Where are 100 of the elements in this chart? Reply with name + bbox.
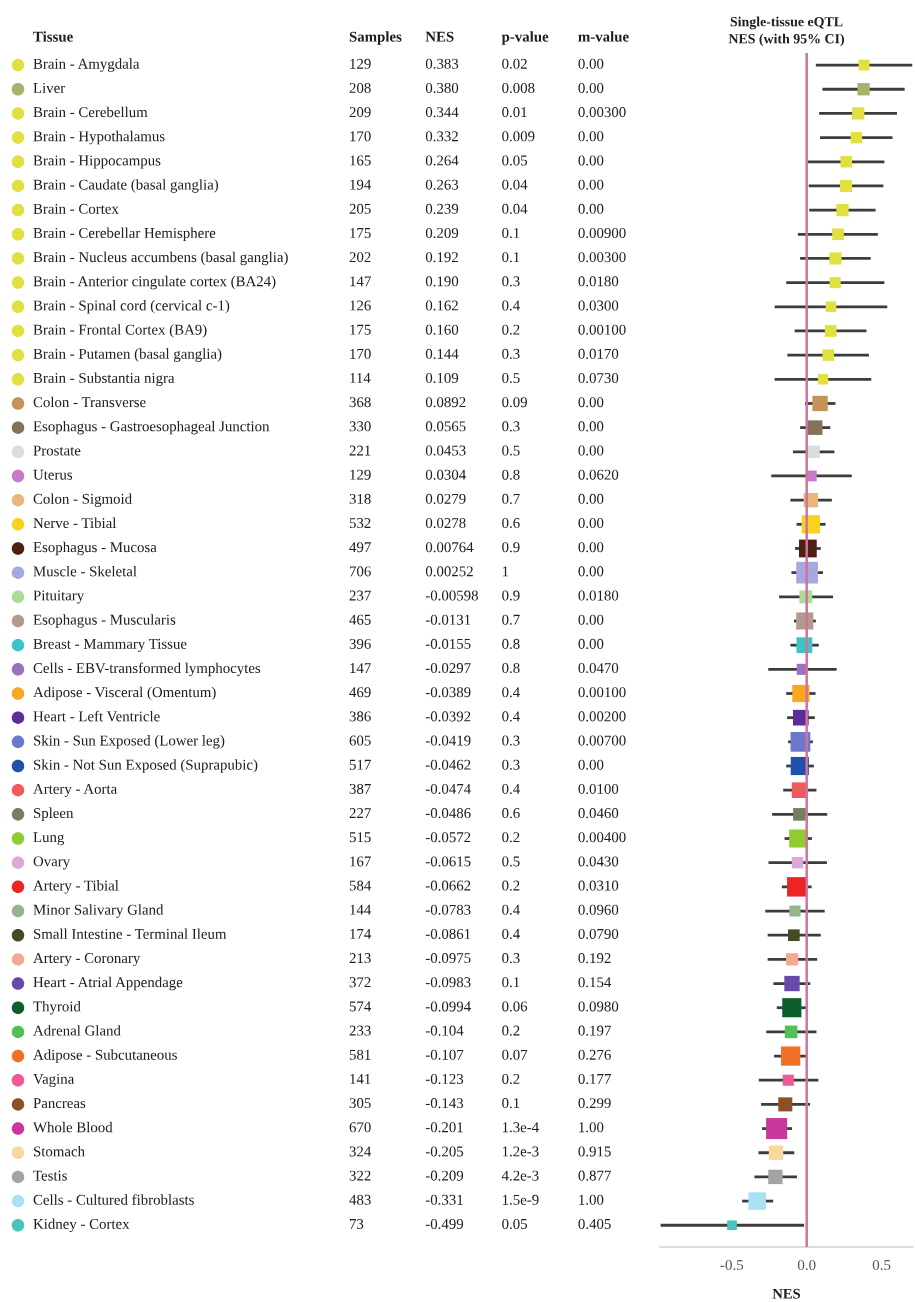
data-label: 0.8: [502, 638, 520, 649]
data-label: 0.6: [502, 518, 520, 529]
data-label: 0.344: [425, 107, 459, 118]
data-label: 0.0730: [578, 372, 619, 384]
data-label: 0.00: [578, 179, 604, 190]
data-label: 581: [349, 1049, 371, 1060]
y-tick-label: Breast - Mammary Tissue: [33, 638, 187, 652]
data-label: 0.263: [425, 179, 459, 190]
data-label: 0.0100: [578, 783, 619, 794]
data-label: 0.00300: [578, 252, 626, 263]
data-label: 175: [350, 324, 371, 335]
data-label: 386: [349, 711, 371, 722]
data-label: 0.3: [502, 276, 520, 287]
data-label: 0.276: [578, 1049, 611, 1060]
data-label: 141: [350, 1073, 371, 1084]
data-label: 0.04: [502, 203, 528, 214]
data-label: 202: [349, 252, 371, 263]
data-label: 0.7: [502, 614, 520, 625]
data-label: 227: [349, 808, 371, 818]
data-label: 0.190: [425, 276, 459, 287]
y-axis-title: Tissue: [33, 31, 73, 42]
data-label: 0.0565: [425, 421, 466, 432]
data-label: 165: [350, 155, 371, 166]
data-label: 4.2e-3: [501, 1170, 539, 1181]
data-label: 0.00: [578, 421, 604, 432]
data-label: -0.143: [425, 1098, 464, 1109]
data-label: -0.0462: [425, 759, 471, 770]
data-label: 396: [349, 638, 371, 649]
data-label: 0.00: [578, 566, 604, 577]
data-label: 1.2e-3: [502, 1146, 539, 1157]
data-label: -0.00598: [425, 590, 478, 601]
data-label: 0.0980: [578, 1001, 619, 1012]
data-label: -0.104: [425, 1025, 464, 1036]
data-label: 0.00: [578, 518, 604, 529]
data-label: -0.201: [425, 1122, 463, 1133]
data-label: 0.9: [502, 590, 520, 601]
data-label: 0.05: [502, 1218, 528, 1230]
data-label: -0.209: [425, 1170, 464, 1181]
data-label: 0.0180: [578, 590, 619, 601]
data-label: 0.00: [578, 82, 604, 94]
data-label: 0.0460: [578, 808, 619, 819]
y-tick-label: Adipose - Visceral (Omentum): [33, 686, 216, 701]
data-label: 0.0279: [425, 493, 466, 504]
x-tick-label: p-value: [501, 31, 549, 45]
data-label: 0.192: [578, 953, 611, 964]
data-label: 170: [350, 131, 371, 142]
y-tick-label: Brain - Anterior cingulate cortex (BA24): [33, 275, 276, 290]
data-label: 0.1: [502, 252, 520, 263]
data-label: 0.0278: [425, 518, 466, 529]
data-label: 387: [349, 783, 371, 794]
data-label: 0.00252: [425, 566, 473, 577]
data-label: -0.0783: [425, 904, 471, 915]
data-label: 1: [502, 566, 509, 577]
data-label: 0.3: [502, 735, 520, 746]
data-label: 174: [350, 928, 372, 939]
y-tick-label: Brain - Nucleus accumbens (basal ganglia): [33, 251, 288, 266]
data-label: 584: [349, 880, 372, 891]
y-tick-label: Heart - Atrial Appendage: [33, 976, 183, 991]
data-label: 0.0620: [578, 469, 619, 480]
data-label: 147: [350, 663, 371, 673]
data-label: 706: [349, 566, 371, 577]
data-label: -0.0155: [425, 638, 471, 649]
data-label: 0.192: [425, 252, 458, 263]
y-tick-label: Esophagus - Muscularis: [33, 614, 176, 628]
data-label: 0.5: [502, 445, 520, 456]
y-tick-label: Minor Salivary Gland: [33, 904, 164, 918]
data-label: 0.197: [578, 1025, 611, 1036]
data-label: 0.0892: [425, 397, 466, 408]
x-tick-label: NES: [425, 31, 454, 42]
data-label: 0.0170: [578, 348, 619, 359]
data-label: 0.0430: [578, 856, 619, 867]
data-label: 0.02: [502, 58, 527, 69]
data-label: -0.205: [425, 1146, 464, 1157]
y-tick-label: Brain - Putamen (basal ganglia): [33, 348, 222, 362]
data-label: 574: [349, 1001, 372, 1012]
data-label: 0.162: [425, 300, 458, 311]
y-tick-label: Artery - Tibial: [33, 880, 119, 894]
data-label: 0.2: [502, 1073, 520, 1085]
data-label: 0.1: [502, 1098, 520, 1109]
data-label: 0.209: [425, 227, 459, 239]
data-label: -0.0983: [425, 977, 471, 988]
data-label: -0.0615: [425, 856, 471, 867]
y-tick-label: Artery - Aorta: [33, 783, 117, 797]
data-label: 0.8: [502, 663, 520, 674]
data-label: 0.109: [425, 372, 459, 384]
data-label: 532: [349, 518, 371, 529]
data-label: 0.9: [502, 542, 520, 553]
data-label: 0.00: [578, 493, 604, 504]
data-label: 0.009: [502, 131, 535, 142]
y-tick-label: Brain - Cortex: [33, 203, 119, 214]
data-label: 0.4: [502, 928, 520, 939]
data-label: 368: [349, 397, 371, 408]
data-label: 0.4: [502, 300, 520, 311]
y-tick-label: Cells - Cultured fibroblasts: [33, 1194, 194, 1205]
data-label: 0.09: [502, 397, 527, 408]
data-label: 0.00: [578, 445, 604, 456]
x-tick-label: 0.5: [872, 1259, 891, 1271]
data-label: 175: [350, 228, 371, 238]
data-label: 0.2: [502, 324, 520, 335]
data-label: 0.3: [502, 348, 520, 359]
